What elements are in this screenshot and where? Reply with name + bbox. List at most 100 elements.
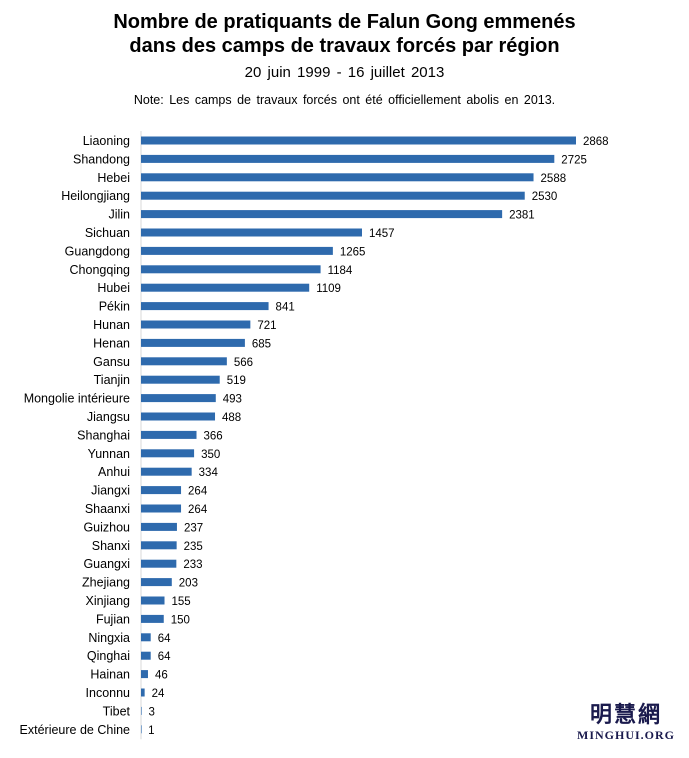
data-label: 2381 [509, 210, 535, 222]
data-label: 264 [188, 504, 208, 516]
data-label: 721 [257, 320, 276, 332]
data-label: 264 [188, 486, 208, 498]
chart-title-line-1: Nombre de pratiquants de Falun Gong emme… [113, 11, 576, 33]
category-label: Jilin [108, 208, 130, 222]
category-label: Ningxia [88, 631, 130, 645]
data-label: 2725 [561, 154, 587, 166]
bar [141, 670, 148, 679]
data-label: 155 [172, 596, 191, 608]
bar [141, 246, 333, 255]
category-label: Mongolie intérieure [24, 392, 130, 406]
bar [141, 228, 362, 237]
category-label: Qinghai [87, 649, 130, 663]
bar [141, 449, 195, 458]
bar [141, 559, 177, 568]
category-label: Shandong [73, 152, 130, 166]
category-label: Anhui [98, 465, 130, 479]
category-label: Hubei [97, 281, 130, 295]
category-label: Zhejiang [82, 576, 130, 590]
category-label: Jiangxi [91, 484, 130, 498]
bar [141, 541, 177, 550]
category-label: Gansu [93, 355, 130, 369]
data-label: 566 [234, 357, 253, 369]
data-label: 2530 [532, 191, 558, 203]
data-label: 488 [222, 412, 241, 424]
category-label: Hebei [97, 171, 130, 185]
data-label: 2868 [583, 136, 609, 148]
logo-english-text: MINGHUI.ORG [577, 728, 675, 742]
bar [141, 375, 220, 384]
category-label: Hunan [93, 318, 130, 332]
category-label: Liaoning [83, 134, 130, 148]
chart-note: Note: Les camps de travaux forcés ont ét… [133, 93, 556, 107]
bar [141, 430, 197, 439]
category-label: Heilongjiang [61, 189, 130, 203]
data-label: 150 [171, 614, 190, 626]
category-label: Tibet [103, 704, 131, 718]
bar [141, 596, 165, 605]
category-label: Xinjiang [86, 594, 131, 608]
bar [141, 320, 251, 329]
data-label: 46 [155, 670, 168, 682]
data-label: 237 [184, 522, 203, 534]
data-label: 3 [148, 706, 154, 718]
minghui-logo: 明慧網 MINGHUI.ORG [577, 702, 675, 742]
bar [141, 725, 142, 734]
bar [141, 283, 310, 292]
bar [141, 302, 269, 311]
data-label: 685 [252, 338, 271, 350]
bar [141, 467, 192, 476]
chart-subtitle: 20 juin 1999 - 16 juillet 2013 [244, 64, 445, 81]
category-label: Shanghai [77, 428, 130, 442]
bar [141, 191, 525, 200]
category-label: Sichuan [85, 226, 130, 240]
category-label: Chongqing [70, 263, 131, 277]
category-label: Guangxi [83, 557, 130, 571]
category-label: Yunnan [88, 447, 130, 461]
bar [141, 614, 164, 623]
logo-chinese-text: 明慧網 [589, 702, 662, 728]
data-label: 1184 [328, 265, 353, 277]
data-label: 1265 [340, 246, 366, 258]
bar [141, 504, 182, 513]
bar [141, 265, 321, 274]
bar [141, 338, 245, 347]
bar [141, 173, 534, 182]
bar [141, 394, 216, 403]
category-label: Shaanxi [85, 502, 130, 516]
data-label: 64 [158, 633, 171, 645]
bar [141, 486, 182, 495]
bar [141, 412, 216, 421]
category-label: Fujian [96, 612, 130, 626]
bar [141, 651, 151, 660]
category-label: Tianjin [94, 373, 130, 387]
bar [141, 522, 177, 531]
data-label: 1457 [369, 228, 395, 240]
data-label: 64 [158, 651, 171, 663]
data-label: 493 [223, 394, 242, 406]
category-label: Jiangsu [87, 410, 130, 424]
data-label: 24 [152, 688, 165, 700]
bar [141, 210, 503, 219]
category-label: Inconnu [86, 686, 131, 700]
bar [141, 154, 555, 163]
data-label: 350 [201, 449, 220, 461]
data-label: 519 [227, 375, 246, 387]
data-label: 1109 [316, 283, 341, 295]
data-label: 233 [183, 559, 202, 571]
data-label: 235 [184, 541, 203, 553]
chart-title-line-2: dans des camps de travaux forcés par rég… [129, 35, 560, 57]
bar [141, 633, 151, 642]
chart-title: Nombre de pratiquants de Falun Gong emme… [0, 10, 689, 58]
bar [141, 136, 576, 145]
category-label: Hainan [90, 668, 130, 682]
category-label: Pékin [99, 300, 130, 314]
category-label: Guizhou [83, 520, 130, 534]
bar [141, 706, 142, 715]
data-label: 366 [204, 430, 223, 442]
category-label: Henan [93, 336, 130, 350]
category-label: Guangdong [65, 244, 130, 258]
data-label: 1 [148, 725, 154, 737]
data-label: 841 [276, 302, 295, 314]
